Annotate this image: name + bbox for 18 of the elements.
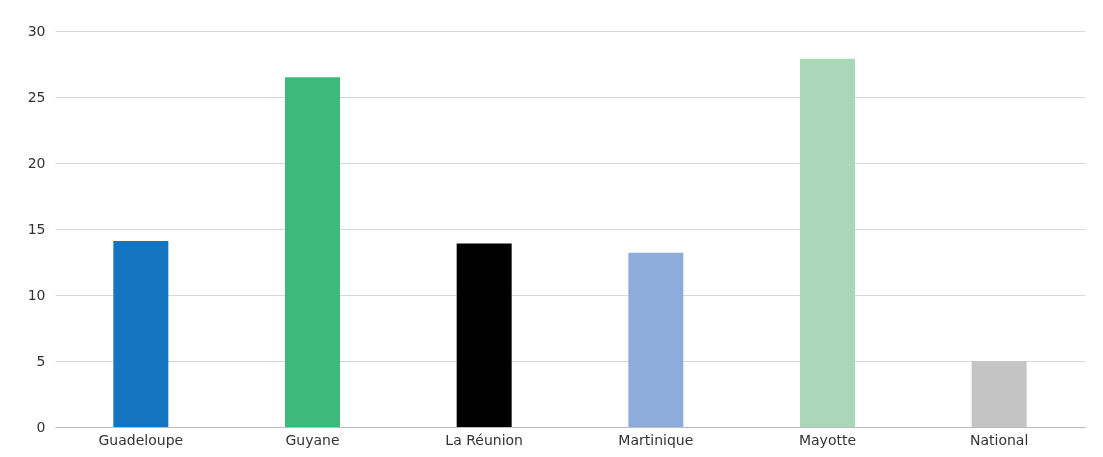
bar [456, 243, 512, 427]
y-tick-label: 15 [27, 220, 46, 237]
x-tick-label: National [969, 431, 1029, 448]
y-tick-label: 20 [27, 154, 46, 171]
bar [285, 77, 340, 427]
x-tick-label: Guyane [285, 431, 340, 448]
x-tick-label: Mayotte [798, 431, 857, 448]
y-tick-label: 10 [27, 286, 46, 303]
bar [113, 240, 169, 427]
y-tick-label: 5 [36, 352, 46, 369]
x-tick-label: Martinique [618, 431, 694, 448]
y-tick-label: 30 [27, 22, 46, 39]
bar [628, 252, 684, 427]
x-tick-label: La Réunion [445, 431, 523, 448]
x-tick-label: Guadeloupe [98, 431, 184, 448]
y-tick-label: 25 [27, 88, 46, 105]
bar [800, 58, 855, 427]
y-tick-label: 0 [36, 418, 46, 435]
